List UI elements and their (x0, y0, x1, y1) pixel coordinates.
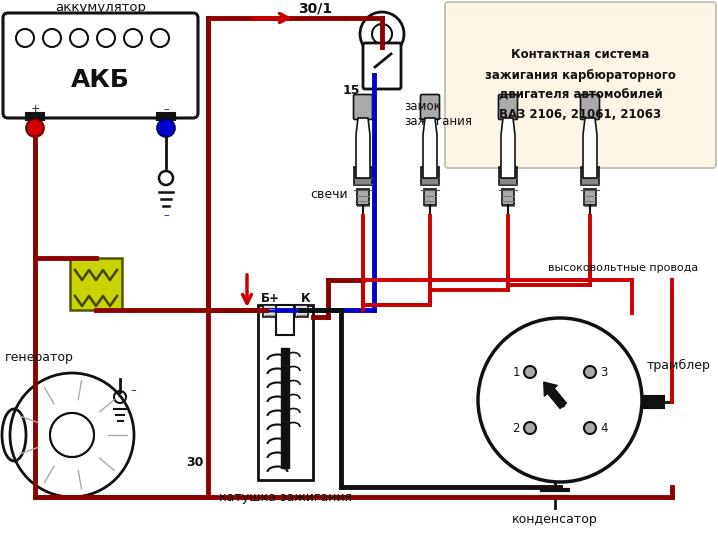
Bar (499, 167, 517, 185)
Circle shape (10, 373, 134, 497)
FancyBboxPatch shape (498, 94, 518, 119)
Text: 4: 4 (600, 422, 607, 434)
Text: Контактная система
зажигания карбюраторного
двигателя автомобилей
ВАЗ 2106, 2106: Контактная система зажигания карбюраторн… (485, 49, 676, 122)
Text: замок
зажигания: замок зажигания (404, 100, 472, 128)
Text: АКБ: АКБ (71, 68, 130, 92)
Circle shape (524, 422, 536, 434)
Bar (263, 305, 276, 317)
Text: +: + (30, 104, 39, 114)
Text: 30: 30 (186, 456, 203, 469)
Bar (421, 167, 439, 185)
Bar (357, 189, 369, 205)
Bar (642, 396, 664, 408)
Bar (424, 189, 436, 205)
Bar (157, 113, 175, 120)
Bar (354, 167, 372, 185)
Text: –: – (130, 385, 136, 395)
Circle shape (50, 413, 94, 457)
Bar (276, 305, 294, 335)
Circle shape (584, 422, 596, 434)
Bar (502, 189, 514, 205)
Circle shape (524, 366, 536, 378)
Text: 30/1: 30/1 (298, 1, 332, 15)
FancyBboxPatch shape (363, 43, 401, 89)
Circle shape (360, 12, 404, 56)
Circle shape (478, 318, 642, 482)
FancyBboxPatch shape (353, 94, 373, 119)
Text: аккумулятор: аккумулятор (55, 1, 146, 13)
Bar (258, 305, 313, 480)
Bar (581, 167, 599, 185)
Circle shape (26, 119, 44, 137)
Bar (26, 113, 44, 120)
FancyBboxPatch shape (421, 94, 439, 119)
Text: конденсатор: конденсатор (512, 513, 598, 527)
Text: 15: 15 (342, 84, 360, 96)
Polygon shape (356, 118, 370, 178)
Text: катушка зажигания: катушка зажигания (219, 491, 352, 505)
Text: Б+: Б+ (261, 293, 280, 305)
Bar (584, 189, 596, 205)
Bar (295, 305, 308, 317)
Circle shape (584, 366, 596, 378)
Text: трамблер: трамблер (647, 359, 711, 372)
Text: генератор: генератор (5, 351, 74, 365)
FancyBboxPatch shape (445, 2, 716, 168)
Text: 3: 3 (600, 366, 607, 378)
Circle shape (157, 119, 175, 137)
FancyBboxPatch shape (3, 13, 198, 118)
Text: свечи: свечи (310, 189, 348, 201)
Text: 2: 2 (512, 422, 520, 434)
Bar (70, 258, 122, 310)
Polygon shape (423, 118, 437, 178)
Text: –: – (163, 104, 169, 114)
FancyArrowPatch shape (544, 382, 567, 408)
Bar (281, 348, 289, 468)
Polygon shape (501, 118, 515, 178)
FancyBboxPatch shape (580, 94, 600, 119)
Text: К: К (302, 293, 311, 305)
Text: –: – (163, 210, 169, 220)
Polygon shape (583, 118, 597, 178)
Text: высоковольтные провода: высоковольтные провода (548, 263, 698, 273)
Text: 1: 1 (512, 366, 520, 378)
